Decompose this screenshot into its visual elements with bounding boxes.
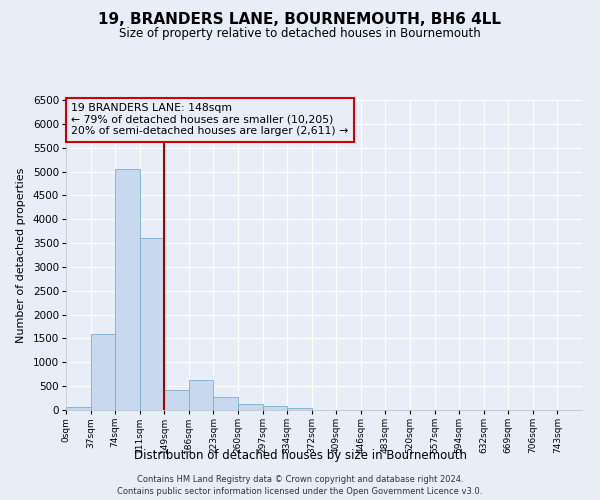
Text: 19, BRANDERS LANE, BOURNEMOUTH, BH6 4LL: 19, BRANDERS LANE, BOURNEMOUTH, BH6 4LL (98, 12, 502, 28)
Bar (238, 404, 263, 410)
Y-axis label: Number of detached properties: Number of detached properties (16, 168, 26, 342)
Bar (263, 406, 287, 410)
Bar (115, 169, 140, 410)
Bar (66, 408, 91, 410)
Bar (189, 380, 214, 410)
Text: Contains public sector information licensed under the Open Government Licence v3: Contains public sector information licen… (118, 486, 482, 496)
Text: Contains HM Land Registry data © Crown copyright and database right 2024.: Contains HM Land Registry data © Crown c… (137, 476, 463, 484)
Bar (91, 334, 115, 410)
Bar (214, 397, 238, 410)
Bar (140, 238, 164, 410)
Text: Distribution of detached houses by size in Bournemouth: Distribution of detached houses by size … (133, 448, 467, 462)
Text: 19 BRANDERS LANE: 148sqm
← 79% of detached houses are smaller (10,205)
20% of se: 19 BRANDERS LANE: 148sqm ← 79% of detach… (71, 103, 349, 136)
Text: Size of property relative to detached houses in Bournemouth: Size of property relative to detached ho… (119, 28, 481, 40)
Bar (164, 390, 189, 410)
Bar (287, 408, 312, 410)
